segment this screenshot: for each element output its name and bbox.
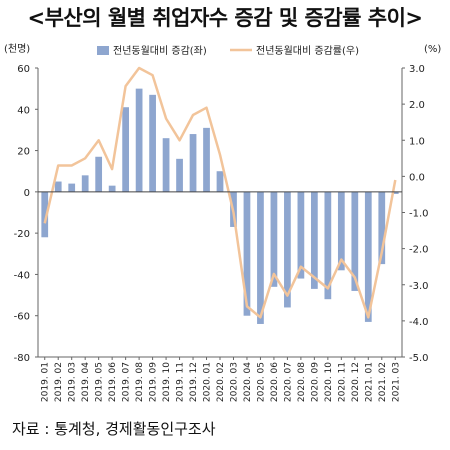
x-tick-label: 2019. 07 (122, 362, 132, 402)
bar (41, 191, 49, 238)
left-tick-label: 60 (17, 64, 30, 75)
x-tick-label: 2019. 02 (54, 362, 64, 402)
right-axis-unit: (%) (424, 44, 441, 55)
right-tick-label: -3.0 (409, 281, 429, 292)
left-tick-label: 20 (17, 147, 30, 158)
x-tick-label: 2020. 05 (256, 362, 266, 402)
bar (81, 175, 89, 192)
x-tick-label: 2021. 01 (364, 362, 374, 402)
right-tick-label: 3.0 (409, 64, 425, 75)
x-tick-label: 2019. 10 (162, 362, 172, 402)
right-tick-label: -5.0 (409, 353, 429, 364)
bar (391, 191, 399, 194)
x-tick-label: 2019. 11 (176, 362, 186, 402)
bar (243, 191, 251, 316)
bar (270, 191, 278, 287)
x-tick-label: 2020. 10 (324, 362, 334, 402)
bar (95, 156, 103, 192)
left-tick-label: 0 (24, 188, 30, 199)
x-tick-label: 2020. 06 (270, 362, 280, 402)
source-note: 자료 : 통계청, 경제활동인구조사 (12, 420, 216, 438)
bar (68, 183, 76, 192)
right-tick-label: -1.0 (409, 209, 429, 220)
x-tick-label: 2020. 08 (297, 362, 307, 402)
bar (108, 185, 116, 192)
right-tick-label: 1.0 (409, 136, 425, 147)
bar (337, 191, 345, 271)
x-tick-label: 2020. 12 (351, 362, 361, 402)
bar (284, 191, 291, 308)
bar (149, 94, 156, 192)
x-tick-label: 2020. 09 (310, 362, 320, 402)
x-tick-label: 2021. 03 (391, 362, 401, 402)
legend-label-bars: 전년동월대비 증감(좌) (113, 45, 207, 57)
bar (203, 127, 210, 192)
left-tick-label: -60 (14, 312, 30, 323)
x-tick-label: 2019. 05 (95, 362, 105, 402)
bar (216, 171, 224, 192)
right-tick-label: 0.0 (409, 172, 425, 183)
x-tick-label: 2019. 03 (68, 362, 78, 402)
bar (162, 138, 170, 192)
x-tick-label: 2020. 03 (229, 362, 239, 402)
legend-swatch-bars (97, 46, 109, 55)
x-tick-label: 2019. 01 (41, 362, 51, 402)
left-tick-label: -80 (14, 353, 30, 364)
x-tick-label: 2020. 07 (283, 362, 293, 402)
chart-title: <부산의 월별 취업자수 증감 및 증감률 추이> (27, 6, 424, 30)
bar (364, 191, 372, 322)
bar (135, 88, 143, 192)
x-tick-label: 2019. 04 (81, 362, 91, 402)
x-tick-label: 2019. 08 (135, 362, 145, 402)
bar (122, 107, 129, 192)
left-tick-label: -20 (14, 229, 30, 240)
bar (311, 191, 318, 289)
bar (176, 158, 183, 192)
growth-rate-line (43, 66, 397, 319)
x-tick-label: 2019. 06 (108, 362, 118, 402)
x-tick-label: 2020. 11 (337, 362, 347, 402)
x-tick-label: 2020. 02 (216, 362, 226, 402)
right-tick-label: -4.0 (409, 317, 429, 328)
left-tick-label: 40 (17, 105, 30, 116)
x-tick-label: 2020. 04 (243, 362, 253, 402)
right-tick-label: -2.0 (409, 245, 429, 256)
x-tick-label: 2021. 02 (378, 362, 388, 402)
x-tick-label: 2020. 01 (203, 362, 213, 402)
bar (257, 191, 264, 324)
bar (378, 191, 386, 265)
bar (297, 191, 305, 279)
bar (189, 134, 197, 192)
bar (324, 191, 332, 300)
x-tick-label: 2019. 09 (149, 362, 159, 402)
combo-chart: (천명) (%) 60 40 20 0 -20 -40 -60 -80 3.0 2.0 1.0 0.0 -1… (4, 43, 441, 402)
legend-label-line: 전년동월대비 증감률(우) (256, 45, 359, 57)
right-tick-label: 2.0 (409, 100, 425, 111)
left-tick-label: -40 (14, 270, 30, 281)
left-axis-unit: (천명) (4, 43, 30, 55)
bar (351, 191, 359, 291)
x-tick-label: 2019. 12 (189, 362, 199, 402)
bar (54, 181, 62, 192)
